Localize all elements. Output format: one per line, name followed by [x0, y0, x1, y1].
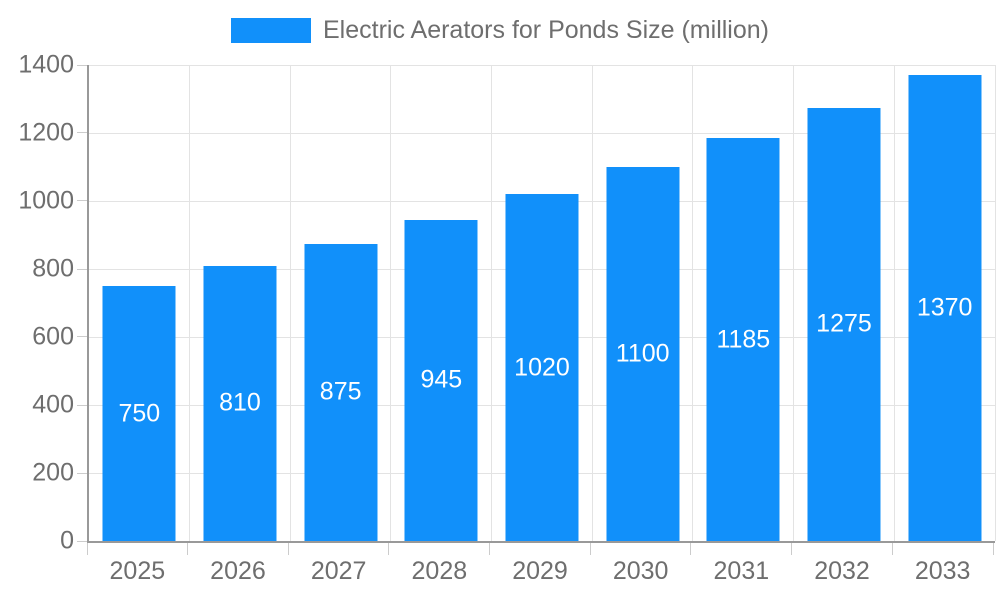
- gridline-vertical: [994, 65, 996, 541]
- gridline-vertical: [893, 65, 895, 541]
- x-axis-tick: [589, 543, 591, 555]
- y-axis-tick: [77, 404, 87, 406]
- gridline-vertical: [692, 65, 694, 541]
- y-axis-tick: [77, 64, 87, 66]
- bar[interactable]: 875: [304, 243, 378, 541]
- gridline-vertical: [189, 65, 191, 541]
- plot-area: 750 810 875 945 1020 1100 1185 1275 1370: [87, 64, 996, 543]
- y-tick-label: 400: [32, 390, 74, 419]
- bar-value-label: 750: [118, 399, 161, 427]
- gridline-vertical: [289, 65, 291, 541]
- gridline-vertical: [491, 65, 493, 541]
- bar[interactable]: 810: [203, 265, 277, 541]
- bar[interactable]: 750: [102, 286, 176, 541]
- x-tick-label: 2025: [109, 557, 166, 585]
- x-axis-tick: [791, 543, 793, 555]
- bar-value-label: 875: [319, 377, 362, 406]
- y-tick-label: 1200: [18, 118, 74, 147]
- gridline-horizontal: [89, 132, 995, 134]
- x-tick-label: 2027: [310, 557, 367, 585]
- y-axis-tick: [77, 336, 87, 338]
- bar-value-label: 810: [219, 388, 261, 417]
- y-tick-label: 0: [60, 526, 74, 555]
- bar[interactable]: 945: [404, 219, 478, 541]
- gridline-horizontal: [89, 64, 995, 66]
- y-axis: 0 200 400 600 800 1000 1200 1400: [0, 51, 87, 555]
- y-axis-tick: [77, 472, 87, 474]
- y-tick-label: 800: [32, 254, 74, 283]
- x-axis-tick: [187, 543, 189, 555]
- bar-value-label: 1020: [514, 353, 570, 382]
- gridline-vertical: [591, 65, 593, 541]
- y-tick-label: 1400: [18, 50, 74, 79]
- bar-value-label: 945: [420, 365, 463, 394]
- y-axis-tick: [77, 540, 87, 542]
- bar-value-label: 1275: [816, 309, 872, 338]
- y-axis-tick: [77, 268, 87, 270]
- legend-label: Electric Aerators for Ponds Size (millio…: [323, 16, 769, 44]
- gridline-vertical: [390, 65, 392, 541]
- x-axis-tick: [992, 543, 994, 555]
- x-axis-tick: [86, 543, 88, 555]
- gridline-vertical: [793, 65, 795, 541]
- x-tick-label: 2031: [713, 557, 770, 585]
- x-tick-label: 2030: [612, 557, 669, 585]
- y-axis-tick: [77, 200, 87, 202]
- x-tick-label: 2029: [512, 557, 568, 585]
- x-axis-tick: [388, 543, 390, 555]
- y-tick-label: 600: [32, 322, 74, 351]
- x-tick-label: 2032: [814, 557, 870, 585]
- bar[interactable]: 1185: [706, 138, 780, 541]
- x-axis-tick: [690, 543, 692, 555]
- x-tick-label: 2026: [210, 557, 266, 585]
- y-axis-tick: [77, 132, 87, 134]
- y-tick-label: 1000: [18, 186, 74, 215]
- x-axis-tick: [287, 543, 289, 555]
- x-axis: 2025 2026 2027 2028 2029 2030 2031 2032 2033: [86, 543, 994, 600]
- bar[interactable]: 1020: [505, 194, 579, 541]
- x-tick-label: 2033: [914, 557, 971, 585]
- legend-item[interactable]: Electric Aerators for Ponds Size (millio…: [0, 16, 1000, 45]
- legend-swatch: [231, 18, 311, 43]
- x-axis-tick: [489, 543, 491, 555]
- y-tick-label: 200: [32, 458, 74, 487]
- x-axis-tick: [891, 543, 893, 555]
- bar[interactable]: 1275: [807, 107, 881, 541]
- bar-value-label: 1185: [716, 325, 771, 354]
- bar[interactable]: 1370: [908, 75, 982, 541]
- x-tick-label: 2028: [411, 557, 468, 585]
- bar-value-label: 1100: [615, 339, 670, 368]
- bar[interactable]: 1100: [606, 167, 680, 541]
- bar-value-label: 1370: [916, 293, 973, 322]
